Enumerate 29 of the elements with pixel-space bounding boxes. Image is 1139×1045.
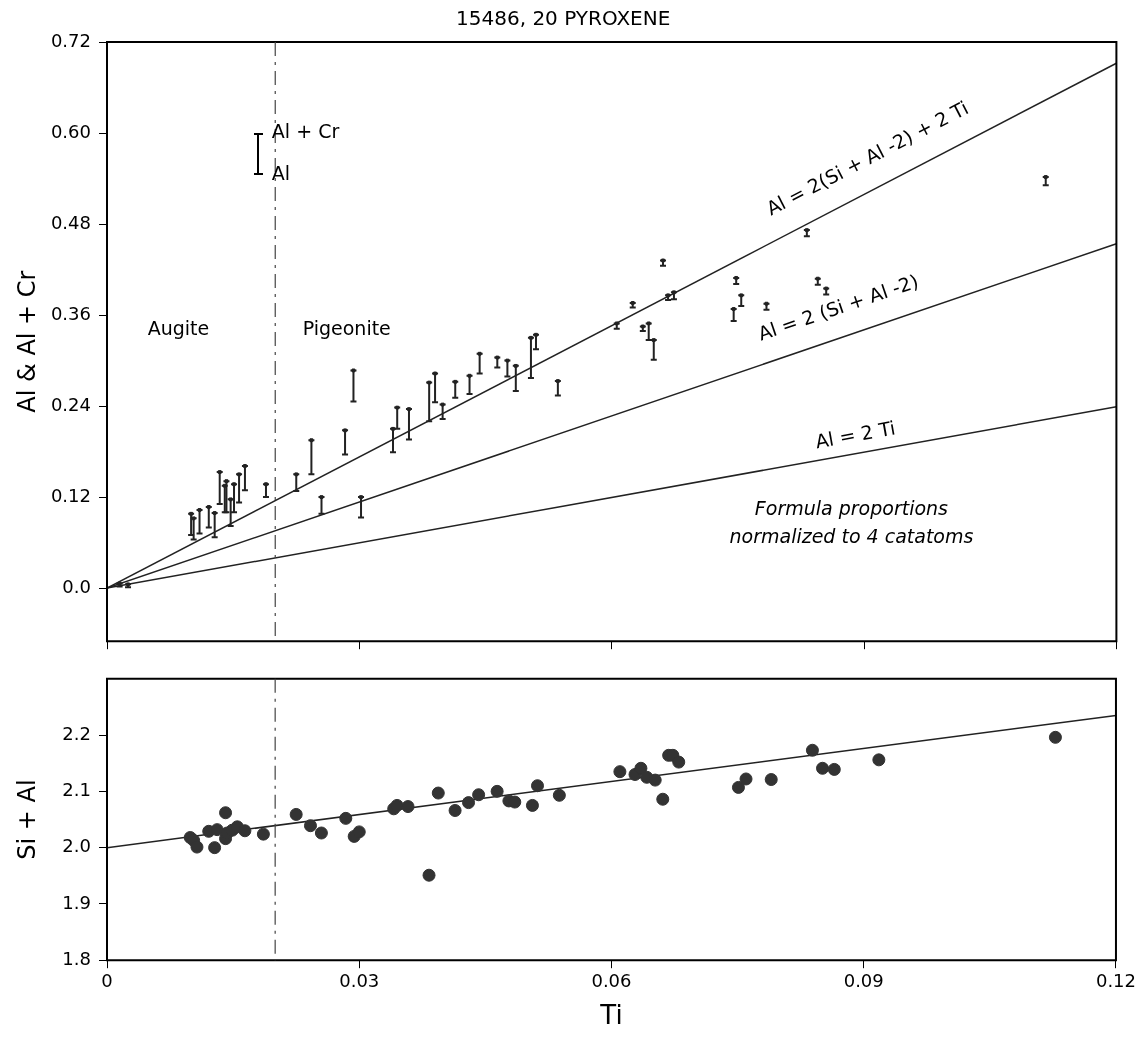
- y-tick-label: 0.36: [50, 302, 91, 324]
- y-tick-label: 0.72: [50, 29, 91, 51]
- y-tick-label: 0.0: [62, 575, 91, 597]
- y-tick-label: 2.2: [62, 722, 91, 744]
- annotation: Al = 2 Ti: [813, 416, 897, 453]
- y-axis-title: Si + Al: [12, 779, 41, 860]
- annotation: Formula proportions normalized to 4 catatoms: [729, 496, 974, 547]
- y-tick-label: 2.1: [62, 779, 91, 801]
- annotation: Al = 2(Si + Al -2) + 2 Ti: [762, 96, 972, 220]
- x-tick-label: 0: [101, 969, 113, 991]
- x-axis-title: Ti: [599, 1000, 623, 1031]
- y-axis-title: Al & Al + Cr: [12, 270, 41, 413]
- y-tick-label: 0.60: [50, 120, 91, 142]
- x-tick-label: 0.09: [843, 969, 884, 991]
- x-tick-label: 0.03: [339, 969, 380, 991]
- annotation: Al = 2 (Si + Al -2): [755, 269, 922, 345]
- y-tick-label: 0.24: [50, 393, 91, 415]
- y-tick-label: 0.12: [50, 484, 91, 506]
- y-tick-label: 1.8: [62, 947, 91, 969]
- y-tick-label: 0.48: [50, 211, 91, 233]
- x-tick-label: 0.12: [1095, 969, 1136, 991]
- x-tick-label: 0.06: [591, 969, 632, 991]
- annotation: Al + Cr: [271, 119, 340, 142]
- annotation: Augite: [147, 317, 210, 340]
- y-tick-label: 1.9: [62, 891, 91, 913]
- y-tick-label: 2.0: [62, 835, 91, 857]
- annotation: Al: [271, 161, 291, 184]
- annotation: Pigeonite: [302, 317, 391, 340]
- chart-title: 15486, 20 PYROXENE: [456, 6, 671, 31]
